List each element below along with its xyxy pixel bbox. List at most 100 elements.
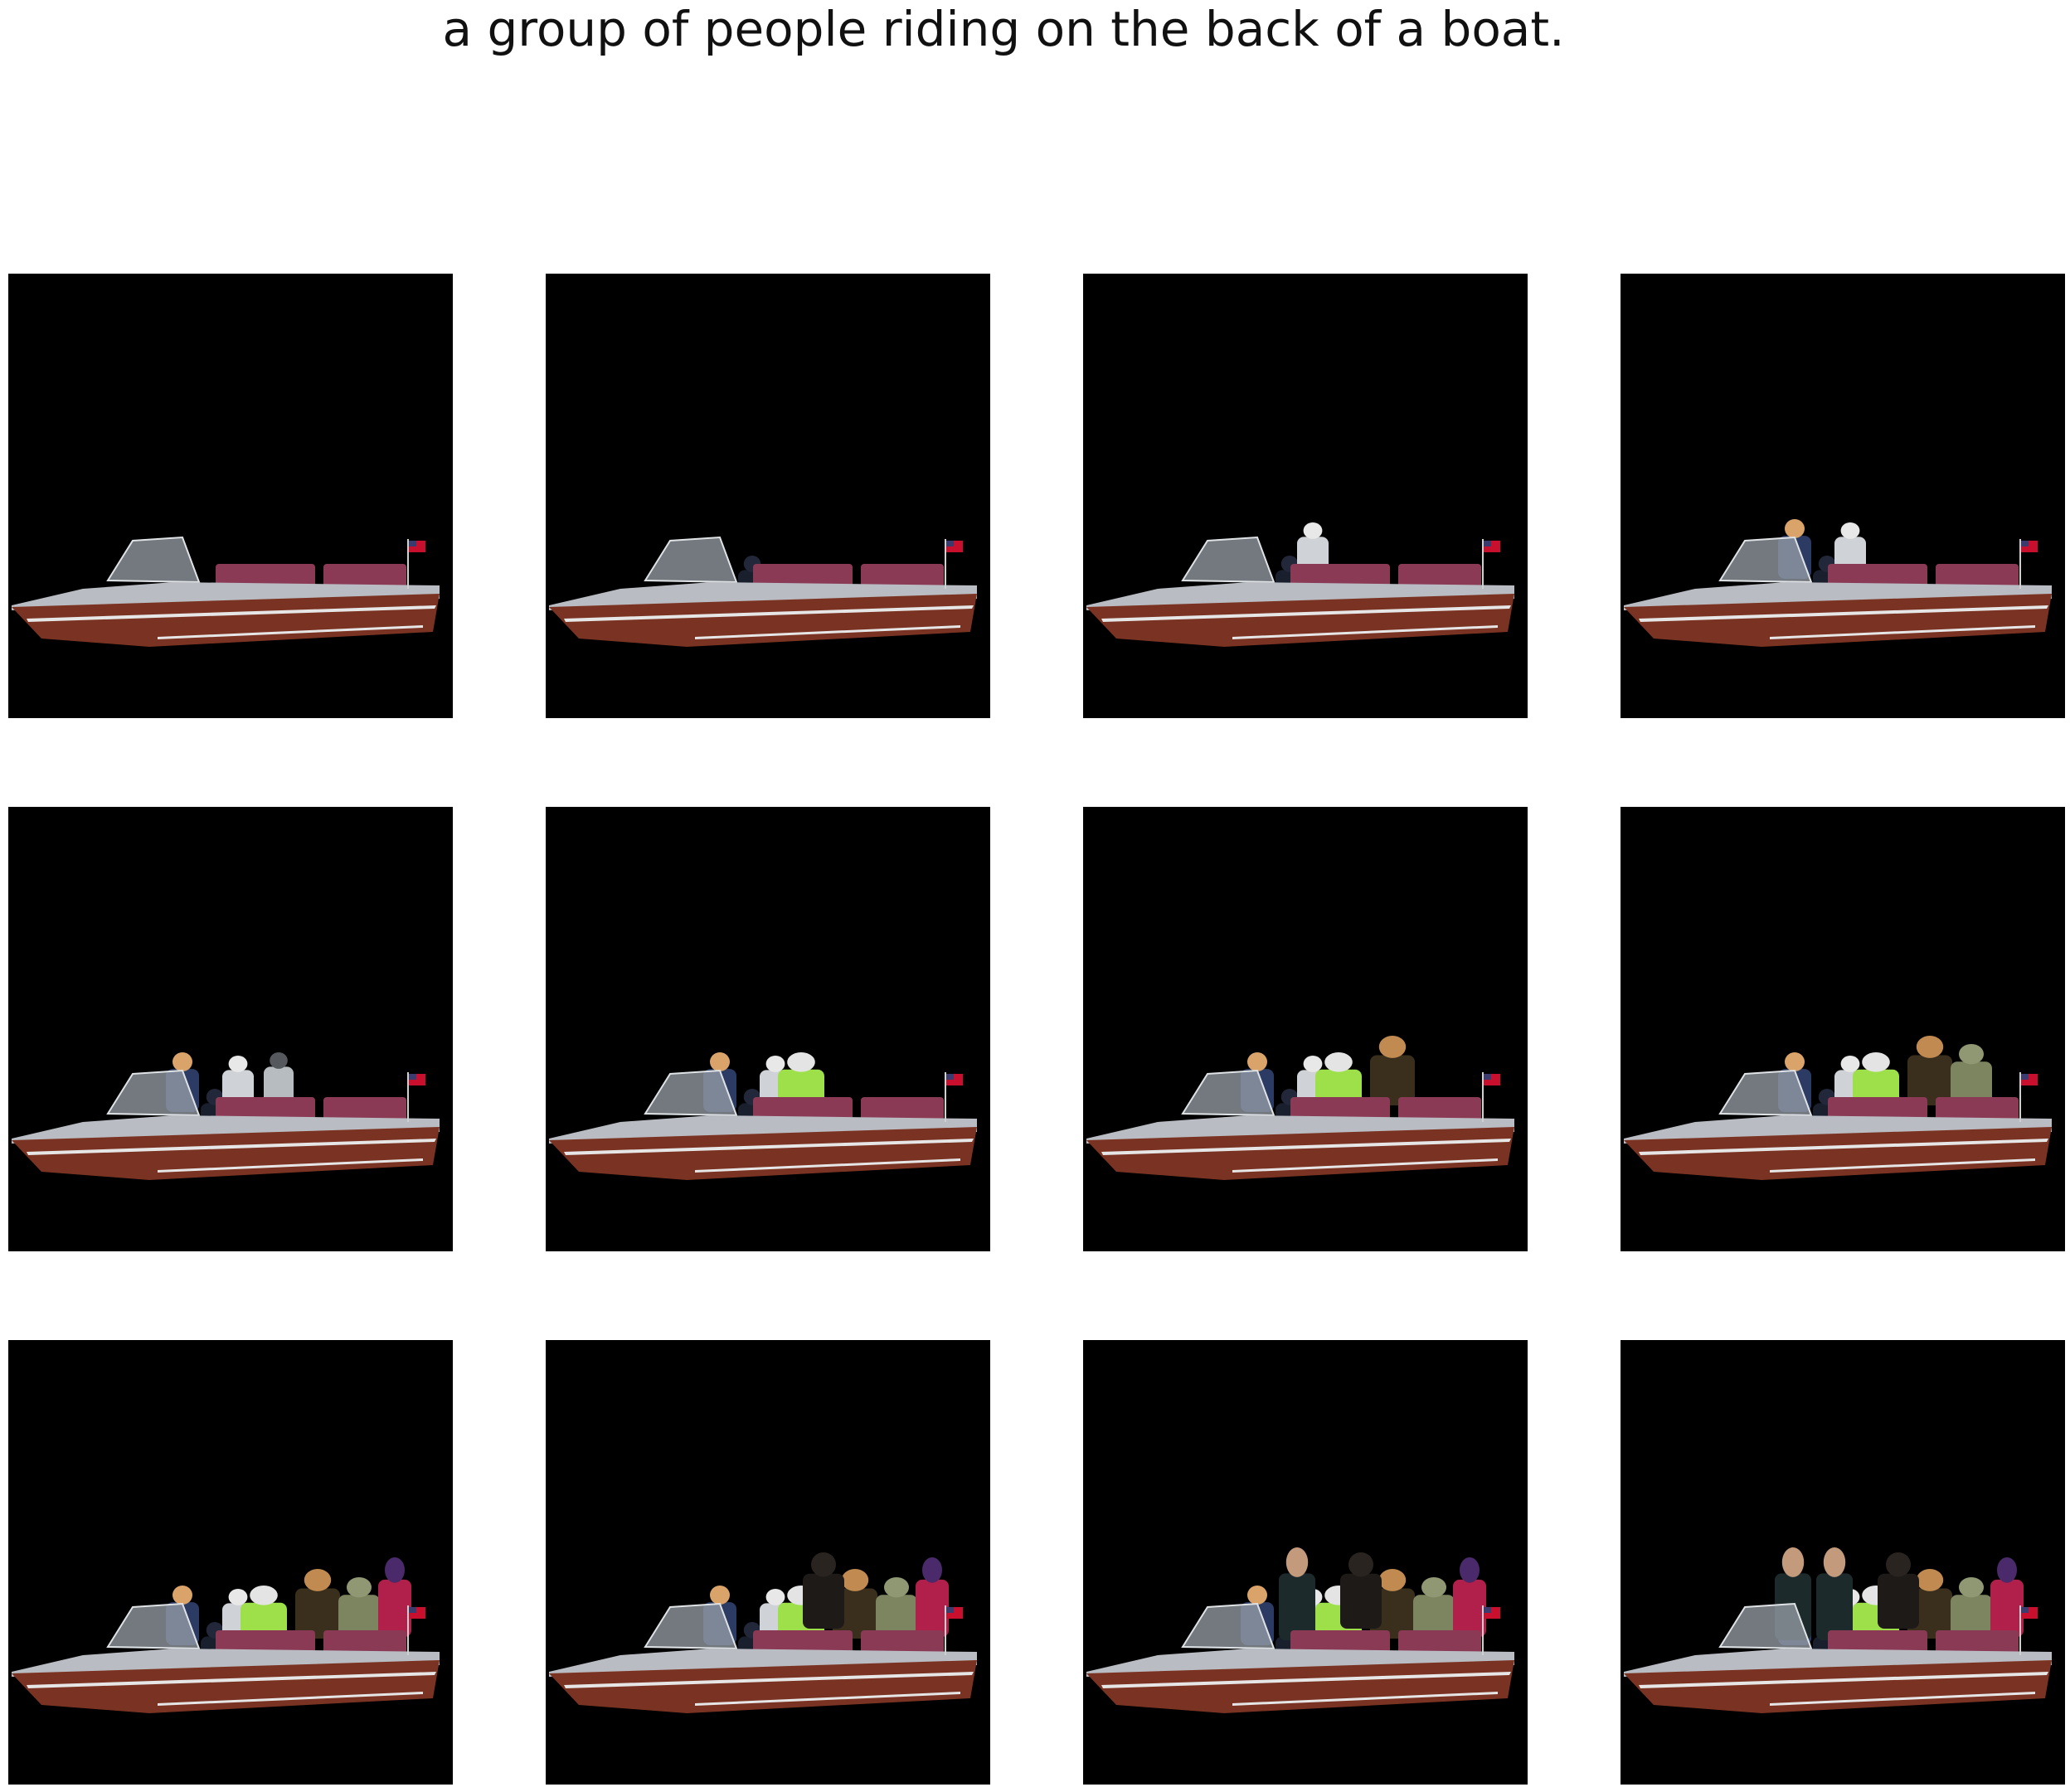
person-suited-man [1816, 1547, 1853, 1640]
person-head [765, 1056, 785, 1072]
person-body [1951, 1061, 1992, 1107]
person-head [1997, 1557, 2017, 1583]
boat-hull-stripe [1770, 1692, 2035, 1706]
boat-hull-stripe [1639, 1139, 2048, 1155]
boat-hull-stripe [1770, 1158, 2035, 1173]
boat-hull-stripe [1232, 1692, 1498, 1706]
flag-canton [409, 1607, 416, 1613]
person-green-statue [876, 1577, 917, 1640]
person-red-figure [916, 1557, 949, 1637]
generated-image-panel [8, 1340, 453, 1785]
boat-hull-stripe [1101, 605, 1511, 622]
boat-hull [549, 594, 977, 647]
generated-image-panel [546, 274, 990, 718]
person-body [1878, 1573, 1919, 1629]
person-head [172, 1052, 192, 1072]
person-red-figure [1990, 1557, 2024, 1637]
boat-hull-stripe [564, 1139, 974, 1155]
person-head [811, 1552, 836, 1577]
boat-windshield [106, 1069, 201, 1117]
person-head [347, 1577, 372, 1598]
panel-background [8, 807, 453, 1251]
boat-deck [549, 1115, 977, 1144]
person-green-statue [338, 1577, 380, 1640]
panel-image [8, 807, 453, 1251]
flag-canton [1484, 541, 1491, 546]
person-brown-officer [295, 1569, 340, 1639]
person-head [1378, 1036, 1407, 1058]
panel-image [8, 274, 453, 718]
person-head [922, 1557, 942, 1583]
boat [1624, 1602, 2052, 1713]
boat-hull-stripe [158, 625, 423, 639]
person-head [1862, 1052, 1890, 1072]
boat-deck [549, 582, 977, 610]
boat-hull [1086, 1660, 1514, 1713]
boat-windshield [106, 536, 201, 584]
person-body [378, 1579, 411, 1637]
person-head [172, 1586, 192, 1605]
generated-image-panel [8, 807, 453, 1251]
boat-hull-stripe [27, 1139, 436, 1155]
person-head [1916, 1569, 1944, 1591]
person-brown-officer [1370, 1036, 1415, 1105]
boat-windshield [644, 1069, 738, 1117]
boat-hull-stripe [1639, 605, 2048, 622]
person-head [1460, 1557, 1480, 1583]
person-head [1303, 522, 1323, 539]
person-head [1247, 1586, 1267, 1605]
boat-hull-stripe [1101, 1139, 1511, 1155]
boat-hull-stripe [695, 625, 960, 639]
person-body [264, 1066, 294, 1104]
panel-image [1083, 274, 1528, 718]
boat-deck [1624, 1649, 2052, 1677]
boat-hull-stripe [158, 1158, 423, 1173]
person-head [1285, 1547, 1309, 1577]
boat [1086, 536, 1514, 647]
person-head [1823, 1547, 1846, 1577]
person-body [1453, 1579, 1486, 1637]
flag-canton [2021, 1607, 2029, 1613]
person-body [1340, 1573, 1382, 1629]
generated-image-panel [1083, 1340, 1528, 1785]
person-head [710, 1052, 730, 1072]
person-head [765, 1589, 785, 1605]
person-body [916, 1579, 949, 1637]
boat-deck [1086, 1649, 1514, 1677]
panel-image [1083, 807, 1528, 1251]
person-green-statue [1951, 1044, 1992, 1107]
panel-image [546, 274, 990, 718]
boat [12, 1602, 440, 1713]
boat-deck [12, 582, 440, 610]
person-head [228, 1589, 248, 1605]
person-dark-hooded-figure [803, 1552, 844, 1629]
person-head [710, 1586, 730, 1605]
person-head [1959, 1044, 1984, 1065]
person-head [1785, 1052, 1805, 1072]
boat-windshield [644, 536, 738, 584]
person-head [1840, 1056, 1860, 1072]
boat-hull [1624, 1660, 2052, 1713]
flag-canton [946, 1074, 954, 1080]
person-head [228, 1056, 248, 1072]
boat [549, 1069, 977, 1180]
person-head [1378, 1569, 1407, 1591]
person-head [1840, 522, 1860, 539]
person-head [1959, 1577, 1984, 1598]
boat-windshield [1181, 536, 1276, 584]
person-red-figure [378, 1557, 411, 1637]
boat [1624, 536, 2052, 647]
person-dark-hooded-figure [1340, 1552, 1382, 1629]
image-grid [8, 274, 2065, 1785]
panel-image [1083, 1340, 1528, 1785]
boat-deck [1086, 1115, 1514, 1144]
person-body [1951, 1595, 1992, 1640]
panel-background [1621, 807, 2065, 1251]
figure-caption: a group of people riding on the back of … [442, 1, 1565, 57]
person-body [1413, 1595, 1455, 1640]
boat-hull-stripe [1639, 1672, 2048, 1688]
person-body [876, 1595, 917, 1640]
person-head [787, 1052, 815, 1072]
boat-deck [12, 1115, 440, 1144]
boat-hull-stripe [1232, 1158, 1498, 1173]
